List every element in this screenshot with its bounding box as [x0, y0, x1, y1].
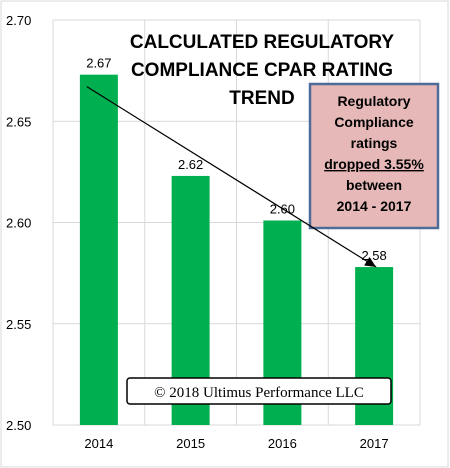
title-line-2: COMPLIANCE CPAR RATING: [131, 60, 393, 81]
callout-box: Regulatory Compliance ratings dropped 3.…: [308, 82, 440, 230]
bar-2014: [79, 74, 118, 426]
title-line-3: TREND: [229, 88, 294, 109]
trend-layer: [86, 86, 377, 268]
y-tick-label: 2.65: [6, 114, 31, 129]
callout-line-3: ratings: [351, 135, 398, 151]
copyright-frame: [126, 377, 392, 405]
copyright-text: © 2018 Ultimus Performance LLC: [154, 385, 364, 401]
callout-line-1: Regulatory: [337, 93, 410, 109]
data-label-2015: 2.62: [178, 157, 203, 172]
trend-arrow-head: [364, 256, 377, 268]
x-tick-label-2016: 2016: [268, 436, 297, 451]
trend-arrow-line: [86, 86, 377, 268]
title-line-1: CALCULATED REGULATORY: [130, 32, 395, 53]
callout-line-6: 2014 - 2017: [337, 198, 412, 214]
callout-line-2: Compliance: [334, 114, 414, 130]
y-tick-label: 2.55: [6, 317, 31, 332]
x-tick-label-2015: 2015: [176, 436, 205, 451]
callout-line-4: dropped 3.55%: [324, 156, 424, 172]
callout-background: [308, 82, 440, 230]
callout-line-5: between: [346, 177, 402, 193]
y-tick-label: 2.60: [6, 216, 31, 231]
copyright-box: © 2018 Ultimus Performance LLC: [126, 377, 392, 405]
chart-title: CALCULATED REGULATORY COMPLIANCE CPAR RA…: [130, 32, 395, 109]
data-label-2017: 2.58: [361, 248, 386, 263]
y-tick-label: 2.50: [6, 418, 31, 433]
x-tick-label-2017: 2017: [360, 436, 389, 451]
x-tick-label-2014: 2014: [84, 436, 113, 451]
data-label-2014: 2.67: [86, 56, 111, 71]
y-tick-label: 2.70: [6, 13, 31, 28]
